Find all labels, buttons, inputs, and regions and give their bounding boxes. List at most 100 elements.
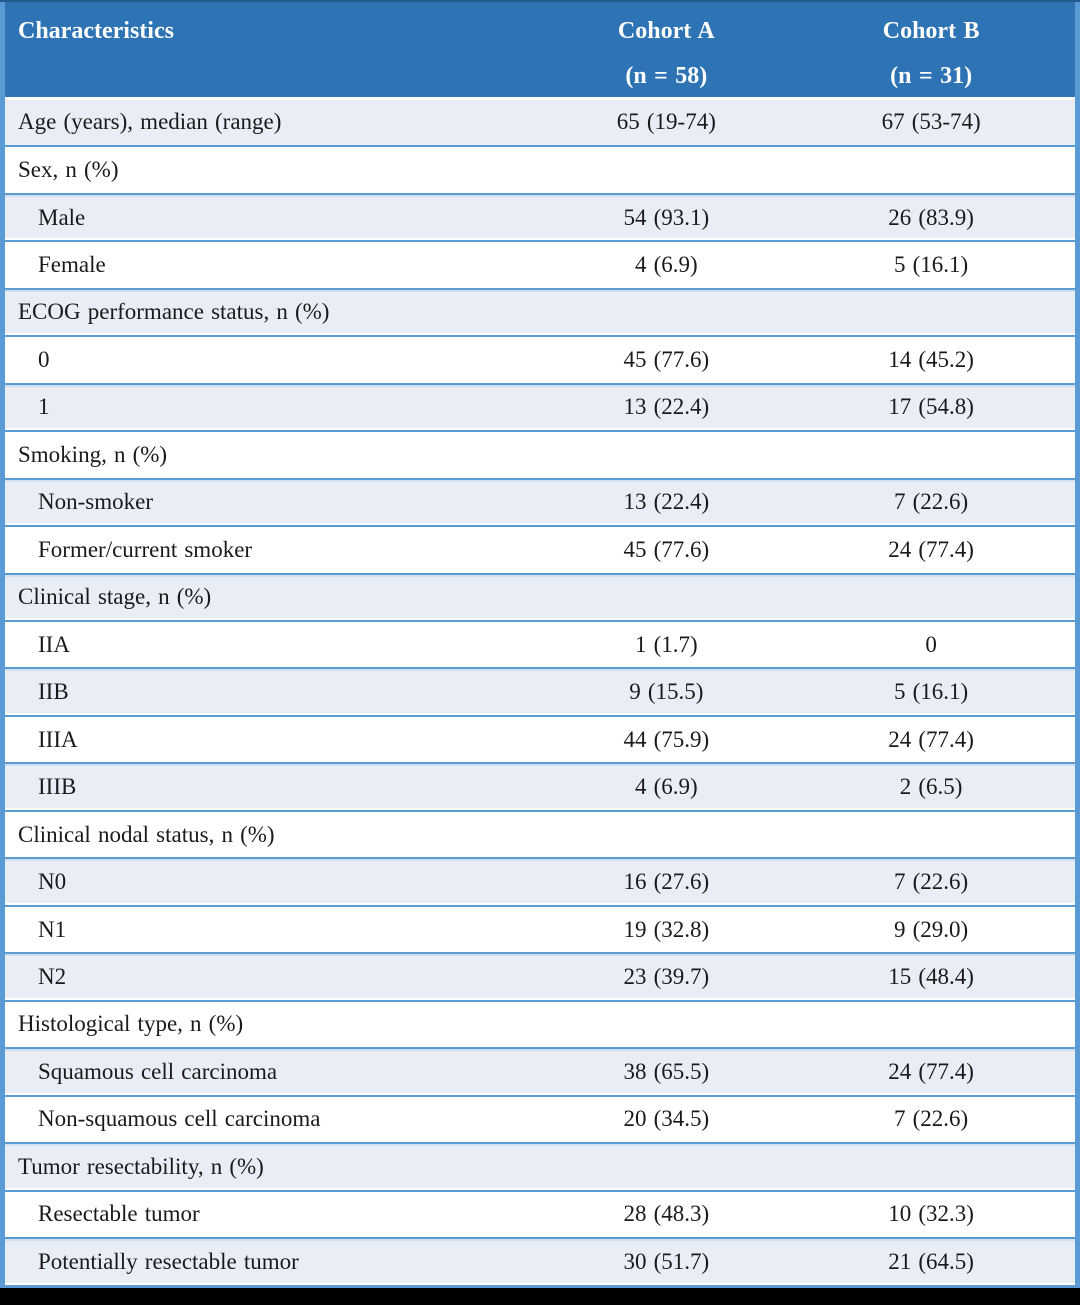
cell-cohort-b-value: 26 (83.9)	[787, 192, 1078, 242]
cell-cohort-a-value	[545, 809, 788, 859]
cell-characteristic: Tumor resectability, n (%)	[2, 1142, 546, 1191]
cell-cohort-b-value: 10 (32.3)	[787, 1189, 1078, 1239]
cell-cohort-b-value: 7 (22.6)	[787, 857, 1078, 906]
table-row: Resectable tumor 28 (48.3) 10 (32.3)	[2, 1189, 1078, 1239]
header-cell-characteristics: Characteristics	[2, 2, 546, 100]
cell-characteristic: Non-smoker	[2, 477, 546, 527]
cell-characteristic: Sex, n (%)	[2, 145, 546, 194]
table-row: Smoking, n (%)	[2, 430, 1078, 479]
cell-characteristic: IIIB	[2, 762, 546, 811]
cell-cohort-b-value: 17 (54.8)	[787, 382, 1078, 432]
cell-cohort-a-value: 1 (1.7)	[545, 619, 788, 669]
table-row: Non-squamous cell carcinoma 20 (34.5) 7 (2…	[2, 1094, 1078, 1144]
table-row: Histological type, n (%)	[2, 999, 1078, 1049]
cell-cohort-b-value	[787, 287, 1078, 337]
header-cell-cohort-b: Cohort B (n = 31)	[787, 2, 1078, 100]
cell-cohort-a-value: 4 (6.9)	[545, 240, 788, 289]
cell-cohort-a-value: 23 (39.7)	[545, 952, 788, 1001]
table-row: Sex, n (%)	[2, 145, 1078, 194]
cell-characteristic: IIB	[2, 667, 546, 716]
table-row: ECOG performance status, n (%)	[2, 287, 1078, 337]
cell-characteristic: Non-squamous cell carcinoma	[2, 1094, 546, 1144]
cell-characteristic: N0	[2, 857, 546, 906]
cell-characteristic: Age (years), median (range)	[2, 98, 546, 147]
cell-cohort-a-value: 20 (34.5)	[545, 1094, 788, 1144]
cell-cohort-b-value: 24 (77.4)	[787, 525, 1078, 574]
cell-cohort-a-value	[545, 287, 788, 337]
cell-characteristic: Resectable tumor	[2, 1189, 546, 1239]
cell-cohort-a-value	[545, 999, 788, 1049]
table-row: 1 13 (22.4) 17 (54.8)	[2, 382, 1078, 432]
cell-cohort-a-value: 9 (15.5)	[545, 667, 788, 716]
table-row: IIB 9 (15.5) 5 (16.1)	[2, 667, 1078, 716]
table-header: Characteristics Cohort A (n = 58) Cohort…	[2, 2, 1078, 100]
cell-characteristic: 0	[2, 335, 546, 384]
cell-characteristic: N2	[2, 952, 546, 1001]
cell-characteristic: ECOG performance status, n (%)	[2, 287, 546, 337]
cell-cohort-b-value: 7 (22.6)	[787, 477, 1078, 527]
cell-cohort-b-value: 24 (77.4)	[787, 1047, 1078, 1096]
table-row: IIIB 4 (6.9) 2 (6.5)	[2, 762, 1078, 811]
table-row: N2 23 (39.7) 15 (48.4)	[2, 952, 1078, 1001]
table-row: 0 45 (77.6) 14 (45.2)	[2, 335, 1078, 384]
cell-cohort-b-value: 67 (53-74)	[787, 98, 1078, 147]
cell-characteristic: Clinical stage, n (%)	[2, 572, 546, 621]
table-row: N1 19 (32.8) 9 (29.0)	[2, 904, 1078, 954]
cohort-b-sample-size: (n = 31)	[890, 63, 973, 89]
cell-cohort-b-value: 15 (48.4)	[787, 952, 1078, 1001]
cell-characteristic: N1	[2, 904, 546, 954]
cell-characteristic: Smoking, n (%)	[2, 430, 546, 479]
cell-cohort-b-value: 9 (29.0)	[787, 904, 1078, 954]
table-body: Age (years), median (range) 65 (19-74) 67 …	[2, 98, 1078, 1287]
cell-cohort-b-value	[787, 999, 1078, 1049]
table-row: N0 16 (27.6) 7 (22.6)	[2, 857, 1078, 906]
cell-characteristic: Former/current smoker	[2, 525, 546, 574]
cell-cohort-b-value: 2 (6.5)	[787, 762, 1078, 811]
cell-cohort-a-value: 30 (51.7)	[545, 1237, 788, 1287]
cell-cohort-b-value: 0	[787, 619, 1078, 669]
cell-characteristic: IIIA	[2, 714, 546, 764]
cell-cohort-b-value: 24 (77.4)	[787, 714, 1078, 764]
cell-characteristic: Squamous cell carcinoma	[2, 1047, 546, 1096]
table-row: Potentially resectable tumor 30 (51.7) 21 …	[2, 1237, 1078, 1287]
cell-characteristic: Clinical nodal status, n (%)	[2, 809, 546, 859]
cell-characteristic: 1	[2, 382, 546, 432]
table-row: Clinical nodal status, n (%)	[2, 809, 1078, 859]
cell-cohort-a-value: 44 (75.9)	[545, 714, 788, 764]
cell-characteristic: Histological type, n (%)	[2, 999, 546, 1049]
cell-cohort-a-value: 13 (22.4)	[545, 382, 788, 432]
table-row: Squamous cell carcinoma 38 (65.5) 24 (77.4…	[2, 1047, 1078, 1096]
cell-cohort-a-value: 13 (22.4)	[545, 477, 788, 527]
header-cell-cohort-a: Cohort A (n = 58)	[545, 2, 788, 100]
cell-cohort-a-value	[545, 145, 788, 194]
table-row: Former/current smoker 45 (77.6) 24 (77.4)	[2, 525, 1078, 574]
header-characteristics-label: Characteristics	[18, 18, 174, 44]
cell-cohort-a-value	[545, 1142, 788, 1191]
cell-cohort-a-value: 19 (32.8)	[545, 904, 788, 954]
cell-characteristic: IIA	[2, 619, 546, 669]
header-row: Characteristics Cohort A (n = 58) Cohort…	[2, 2, 1078, 100]
cell-characteristic: Male	[2, 192, 546, 242]
cohort-a-sample-size: (n = 58)	[625, 63, 708, 89]
cell-cohort-b-value	[787, 809, 1078, 859]
table-row: Age (years), median (range) 65 (19-74) 67 …	[2, 98, 1078, 147]
cell-cohort-a-value: 45 (77.6)	[545, 525, 788, 574]
cell-cohort-b-value: 5 (16.1)	[787, 240, 1078, 289]
cell-cohort-a-value: 4 (6.9)	[545, 762, 788, 811]
cell-cohort-a-value: 45 (77.6)	[545, 335, 788, 384]
cell-cohort-b-value	[787, 1142, 1078, 1191]
cell-cohort-a-value	[545, 430, 788, 479]
cell-cohort-a-value: 54 (93.1)	[545, 192, 788, 242]
cell-cohort-b-value: 21 (64.5)	[787, 1237, 1078, 1287]
table-row: IIIA 44 (75.9) 24 (77.4)	[2, 714, 1078, 764]
cell-cohort-b-value	[787, 430, 1078, 479]
cell-cohort-b-value: 14 (45.2)	[787, 335, 1078, 384]
table-row: Clinical stage, n (%)	[2, 572, 1078, 621]
cell-cohort-b-value: 7 (22.6)	[787, 1094, 1078, 1144]
cell-cohort-b-value	[787, 572, 1078, 621]
cell-cohort-a-value: 65 (19-74)	[545, 98, 788, 147]
cell-cohort-a-value: 16 (27.6)	[545, 857, 788, 906]
cell-characteristic: Female	[2, 240, 546, 289]
